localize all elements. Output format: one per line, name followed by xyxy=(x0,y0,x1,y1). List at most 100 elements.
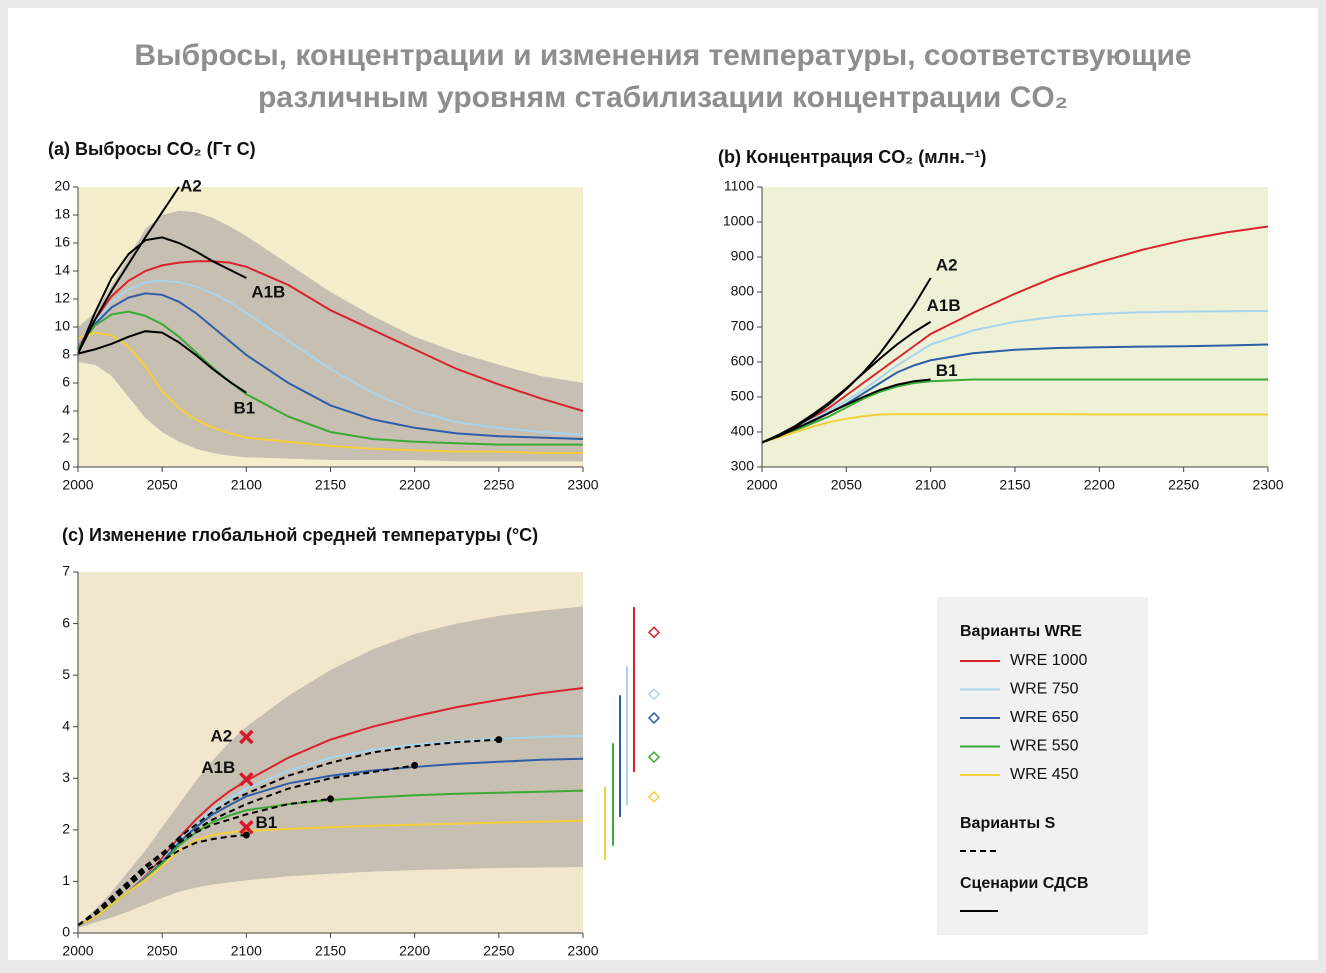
end-marker xyxy=(242,831,250,839)
series-line xyxy=(77,331,583,454)
legend-title: Варианты S xyxy=(960,815,1056,832)
y-tick-label: 18 xyxy=(54,206,70,222)
y-tick-label: 400 xyxy=(731,423,755,439)
y-tick-label: 600 xyxy=(731,353,755,369)
x-tick-label: 2150 xyxy=(315,943,346,959)
y-tick-label: 6 xyxy=(62,374,70,390)
uncertainty-band xyxy=(78,606,583,928)
equilibrium-diamond xyxy=(647,790,661,803)
end-marker xyxy=(327,795,334,803)
chart-title: (c) Изменение глобальной средней темпера… xyxy=(62,525,538,545)
series-line xyxy=(77,330,247,394)
y-tick-label: 5 xyxy=(62,666,70,682)
series-line xyxy=(77,279,584,436)
equilibrium-diamond xyxy=(647,711,661,725)
legend-title: Сценарии СДСВ xyxy=(960,875,1089,892)
y-tick-label: 14 xyxy=(54,262,70,278)
y-tick-label: 500 xyxy=(731,388,755,404)
y-tick-label: 1000 xyxy=(723,213,754,229)
series-line xyxy=(77,186,180,355)
series-label: A2 xyxy=(180,176,202,195)
series-line xyxy=(77,834,247,927)
main-title: различным уровням стабилизации концентра… xyxy=(258,81,1068,114)
series-label: A1B xyxy=(251,282,285,301)
x-tick-label: 2150 xyxy=(315,477,346,493)
series-line xyxy=(77,260,584,412)
y-tick-label: 1 xyxy=(62,872,70,888)
legend-label: WRE 650 xyxy=(1010,709,1079,726)
plot-background xyxy=(762,187,1268,467)
x-tick-label: 2000 xyxy=(62,477,93,493)
series-line xyxy=(77,819,584,927)
legend-label: WRE 550 xyxy=(1010,738,1079,755)
point-label: B1 xyxy=(255,813,277,832)
y-tick-label: 2 xyxy=(62,821,70,837)
equilibrium-diamond xyxy=(647,688,661,701)
uncertainty-band xyxy=(78,210,583,462)
y-tick-label: 300 xyxy=(731,458,755,474)
y-tick-label: 6 xyxy=(62,614,70,630)
x-tick-label: 2200 xyxy=(399,477,430,493)
main-title: Выбросы, концентрации и изменения темпер… xyxy=(134,39,1191,72)
cross-stroke xyxy=(239,772,254,787)
x-tick-label: 2200 xyxy=(1084,477,1115,493)
x-tick-label: 2050 xyxy=(831,477,862,493)
point-label: A2 xyxy=(210,727,232,746)
series-line xyxy=(761,320,932,444)
series-line xyxy=(761,378,931,444)
x-tick-label: 2250 xyxy=(483,477,514,493)
x-tick-label: 2050 xyxy=(147,477,178,493)
y-tick-label: 8 xyxy=(62,346,70,362)
sres-cross xyxy=(239,772,254,787)
x-tick-label: 2250 xyxy=(1168,477,1199,493)
cross-stroke xyxy=(239,820,254,835)
legend-box xyxy=(937,597,1148,935)
equilibrium-diamond xyxy=(647,626,661,639)
x-tick-label: 2200 xyxy=(399,943,430,959)
legend-label: WRE 450 xyxy=(1010,766,1079,783)
y-tick-label: 2 xyxy=(62,430,70,446)
y-tick-label: 7 xyxy=(62,563,70,579)
x-tick-label: 2050 xyxy=(147,943,178,959)
series-label: A1B xyxy=(927,296,961,315)
series-line xyxy=(761,225,1269,444)
legend-label: WRE 750 xyxy=(1010,681,1079,698)
end-marker xyxy=(495,736,503,744)
series-line xyxy=(77,236,247,354)
legend-label: WRE 1000 xyxy=(1010,652,1087,669)
y-tick-label: 16 xyxy=(54,234,70,250)
series-line xyxy=(77,292,584,440)
x-tick-label: 2100 xyxy=(231,477,262,493)
x-tick-label: 2150 xyxy=(999,477,1030,493)
legend-title: Варианты WRE xyxy=(960,623,1082,640)
x-tick-label: 2250 xyxy=(483,943,514,959)
sres-cross xyxy=(239,729,254,745)
series-line xyxy=(761,413,1268,444)
y-tick-label: 4 xyxy=(62,717,70,733)
x-tick-label: 2300 xyxy=(567,943,598,959)
x-tick-label: 2300 xyxy=(567,477,598,493)
y-tick-label: 4 xyxy=(62,402,70,418)
series-label: B1 xyxy=(936,361,958,380)
x-tick-label: 2100 xyxy=(231,943,262,959)
x-tick-label: 2000 xyxy=(746,477,777,493)
point-label: A1B xyxy=(201,758,235,777)
y-tick-label: 900 xyxy=(731,248,755,264)
series-line xyxy=(77,738,499,927)
y-tick-label: 10 xyxy=(54,318,70,334)
series-line xyxy=(761,309,1269,444)
y-tick-label: 1100 xyxy=(724,178,754,194)
series-line xyxy=(77,797,331,927)
series-label: A2 xyxy=(936,255,958,274)
chart-title: (a) Выбросы CO₂ (Гт С) xyxy=(48,139,256,159)
y-tick-label: 3 xyxy=(62,769,70,785)
y-tick-label: 20 xyxy=(54,178,70,194)
x-tick-label: 2300 xyxy=(1252,477,1283,493)
y-tick-label: 12 xyxy=(54,290,70,306)
end-marker xyxy=(411,761,419,769)
equilibrium-diamond xyxy=(647,751,661,764)
y-tick-label: 0 xyxy=(62,458,70,474)
y-tick-label: 800 xyxy=(731,283,755,299)
x-tick-label: 2100 xyxy=(915,477,946,493)
